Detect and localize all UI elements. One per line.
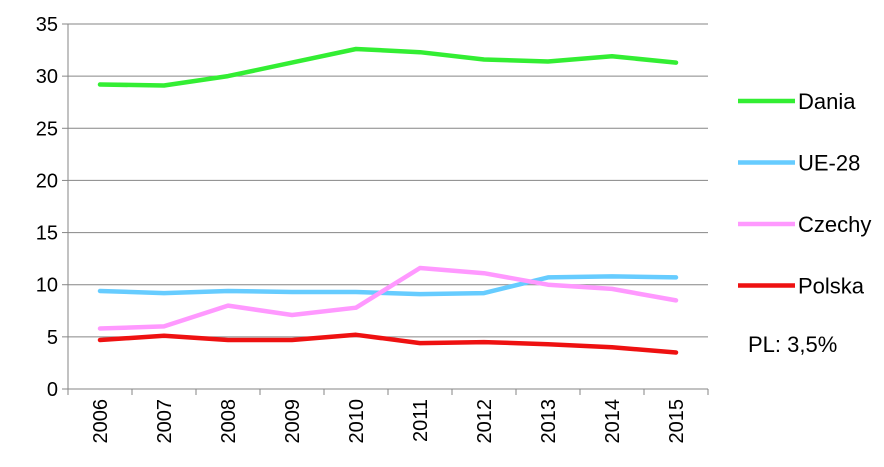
x-tick-label: 2011	[410, 399, 432, 442]
series-line-dania	[97, 46, 679, 88]
legend-label: Czechy	[798, 212, 871, 237]
x-tick-label: 2015	[666, 399, 688, 444]
x-tick-label: 2008	[218, 399, 240, 444]
x-tick-label: 2007	[154, 399, 176, 444]
y-axis-ticks: 0 5 10 15 20 25 30 35	[36, 14, 68, 401]
y-tick-label: 15	[36, 223, 58, 245]
legend-label: Polska	[798, 274, 865, 299]
y-tick-label: 35	[36, 14, 58, 36]
legend-label: UE-28	[798, 151, 860, 176]
y-tick-label: 25	[36, 118, 58, 140]
x-tick-label: 2006	[90, 399, 112, 444]
y-tick-label: 20	[36, 170, 58, 192]
x-tick-label: 2013	[538, 399, 560, 444]
series-lines	[97, 46, 679, 355]
legend-label: Dania	[798, 89, 856, 114]
y-tick-label: 5	[47, 327, 58, 349]
y-tick-label: 30	[36, 66, 58, 88]
series-line-polska	[97, 332, 679, 355]
x-tick-label: 2010	[346, 399, 368, 444]
x-tick-label: 2014	[602, 399, 624, 444]
x-tick-label: 2009	[282, 399, 304, 444]
x-axis-ticks: 2006 2007 2008 2009 2010 2011 2012 2013 2014 2015	[67, 389, 709, 444]
series-line-ue-28	[97, 274, 679, 297]
x-tick-label: 2012	[474, 399, 496, 444]
legend: Dania UE-28 Czechy Polska	[738, 89, 871, 299]
y-tick-label: 0	[47, 379, 58, 401]
chart-annotation: PL: 3,5%	[748, 332, 837, 357]
y-tick-label: 10	[36, 275, 58, 297]
series-line-czechy	[97, 265, 679, 331]
